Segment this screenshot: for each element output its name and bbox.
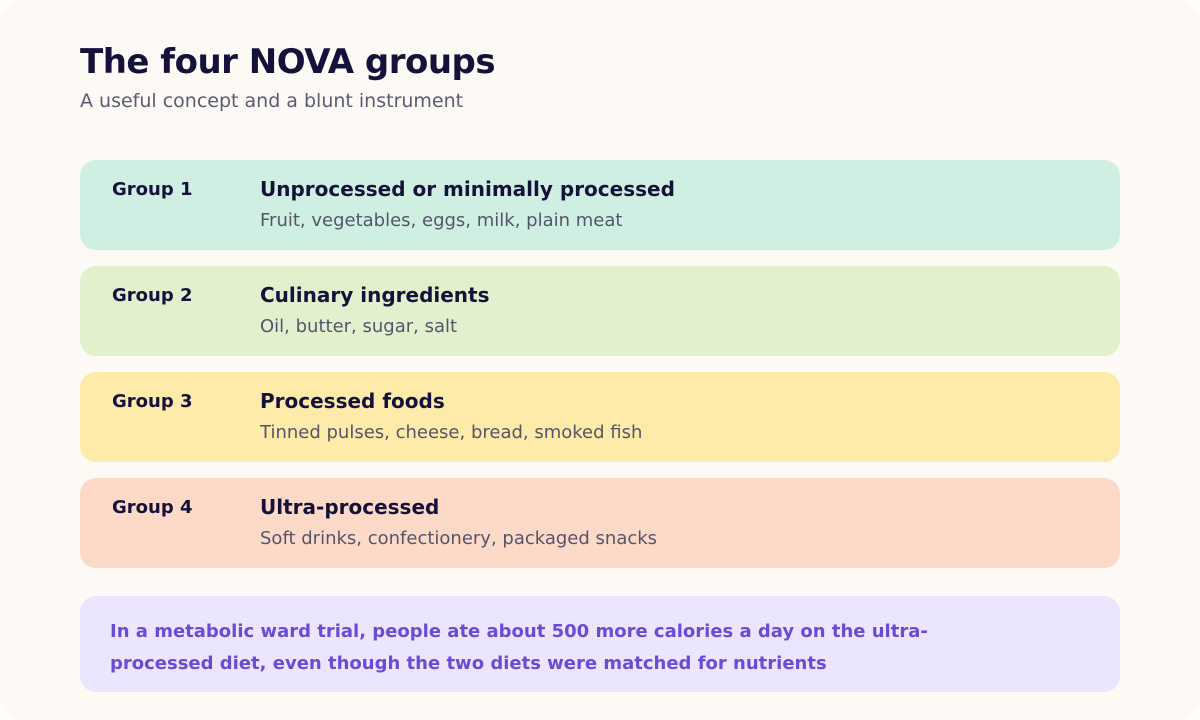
group-label: Group 2 bbox=[112, 285, 193, 306]
group-examples: Fruit, vegetables, eggs, milk, plain mea… bbox=[260, 210, 623, 231]
callout-text: In a metabolic ward trial, people ate ab… bbox=[110, 621, 928, 674]
group-name: Ultra-processed bbox=[260, 495, 440, 519]
group-name: Processed foods bbox=[260, 389, 445, 413]
nova-group-4-row: Group 4 Ultra-processed Soft drinks, con… bbox=[80, 478, 1120, 568]
group-name: Unprocessed or minimally processed bbox=[260, 177, 675, 201]
callout-box: In a metabolic ward trial, people ate ab… bbox=[80, 596, 1120, 692]
group-examples: Tinned pulses, cheese, bread, smoked fis… bbox=[260, 422, 643, 443]
group-label: Group 3 bbox=[112, 391, 193, 412]
group-examples: Oil, butter, sugar, salt bbox=[260, 316, 458, 337]
page-subtitle: A useful concept and a blunt instrument bbox=[80, 90, 464, 112]
group-examples: Soft drinks, confectionery, packaged sna… bbox=[260, 528, 658, 549]
nova-group-1-row: Group 1 Unprocessed or minimally process… bbox=[80, 160, 1120, 250]
nova-group-3-row: Group 3 Processed foods Tinned pulses, c… bbox=[80, 372, 1120, 462]
nova-group-2-row: Group 2 Culinary ingredients Oil, butter… bbox=[80, 266, 1120, 356]
group-name: Culinary ingredients bbox=[260, 283, 490, 307]
group-label: Group 1 bbox=[112, 179, 193, 200]
page-title: The four NOVA groups bbox=[80, 42, 496, 82]
group-label: Group 4 bbox=[112, 497, 193, 518]
